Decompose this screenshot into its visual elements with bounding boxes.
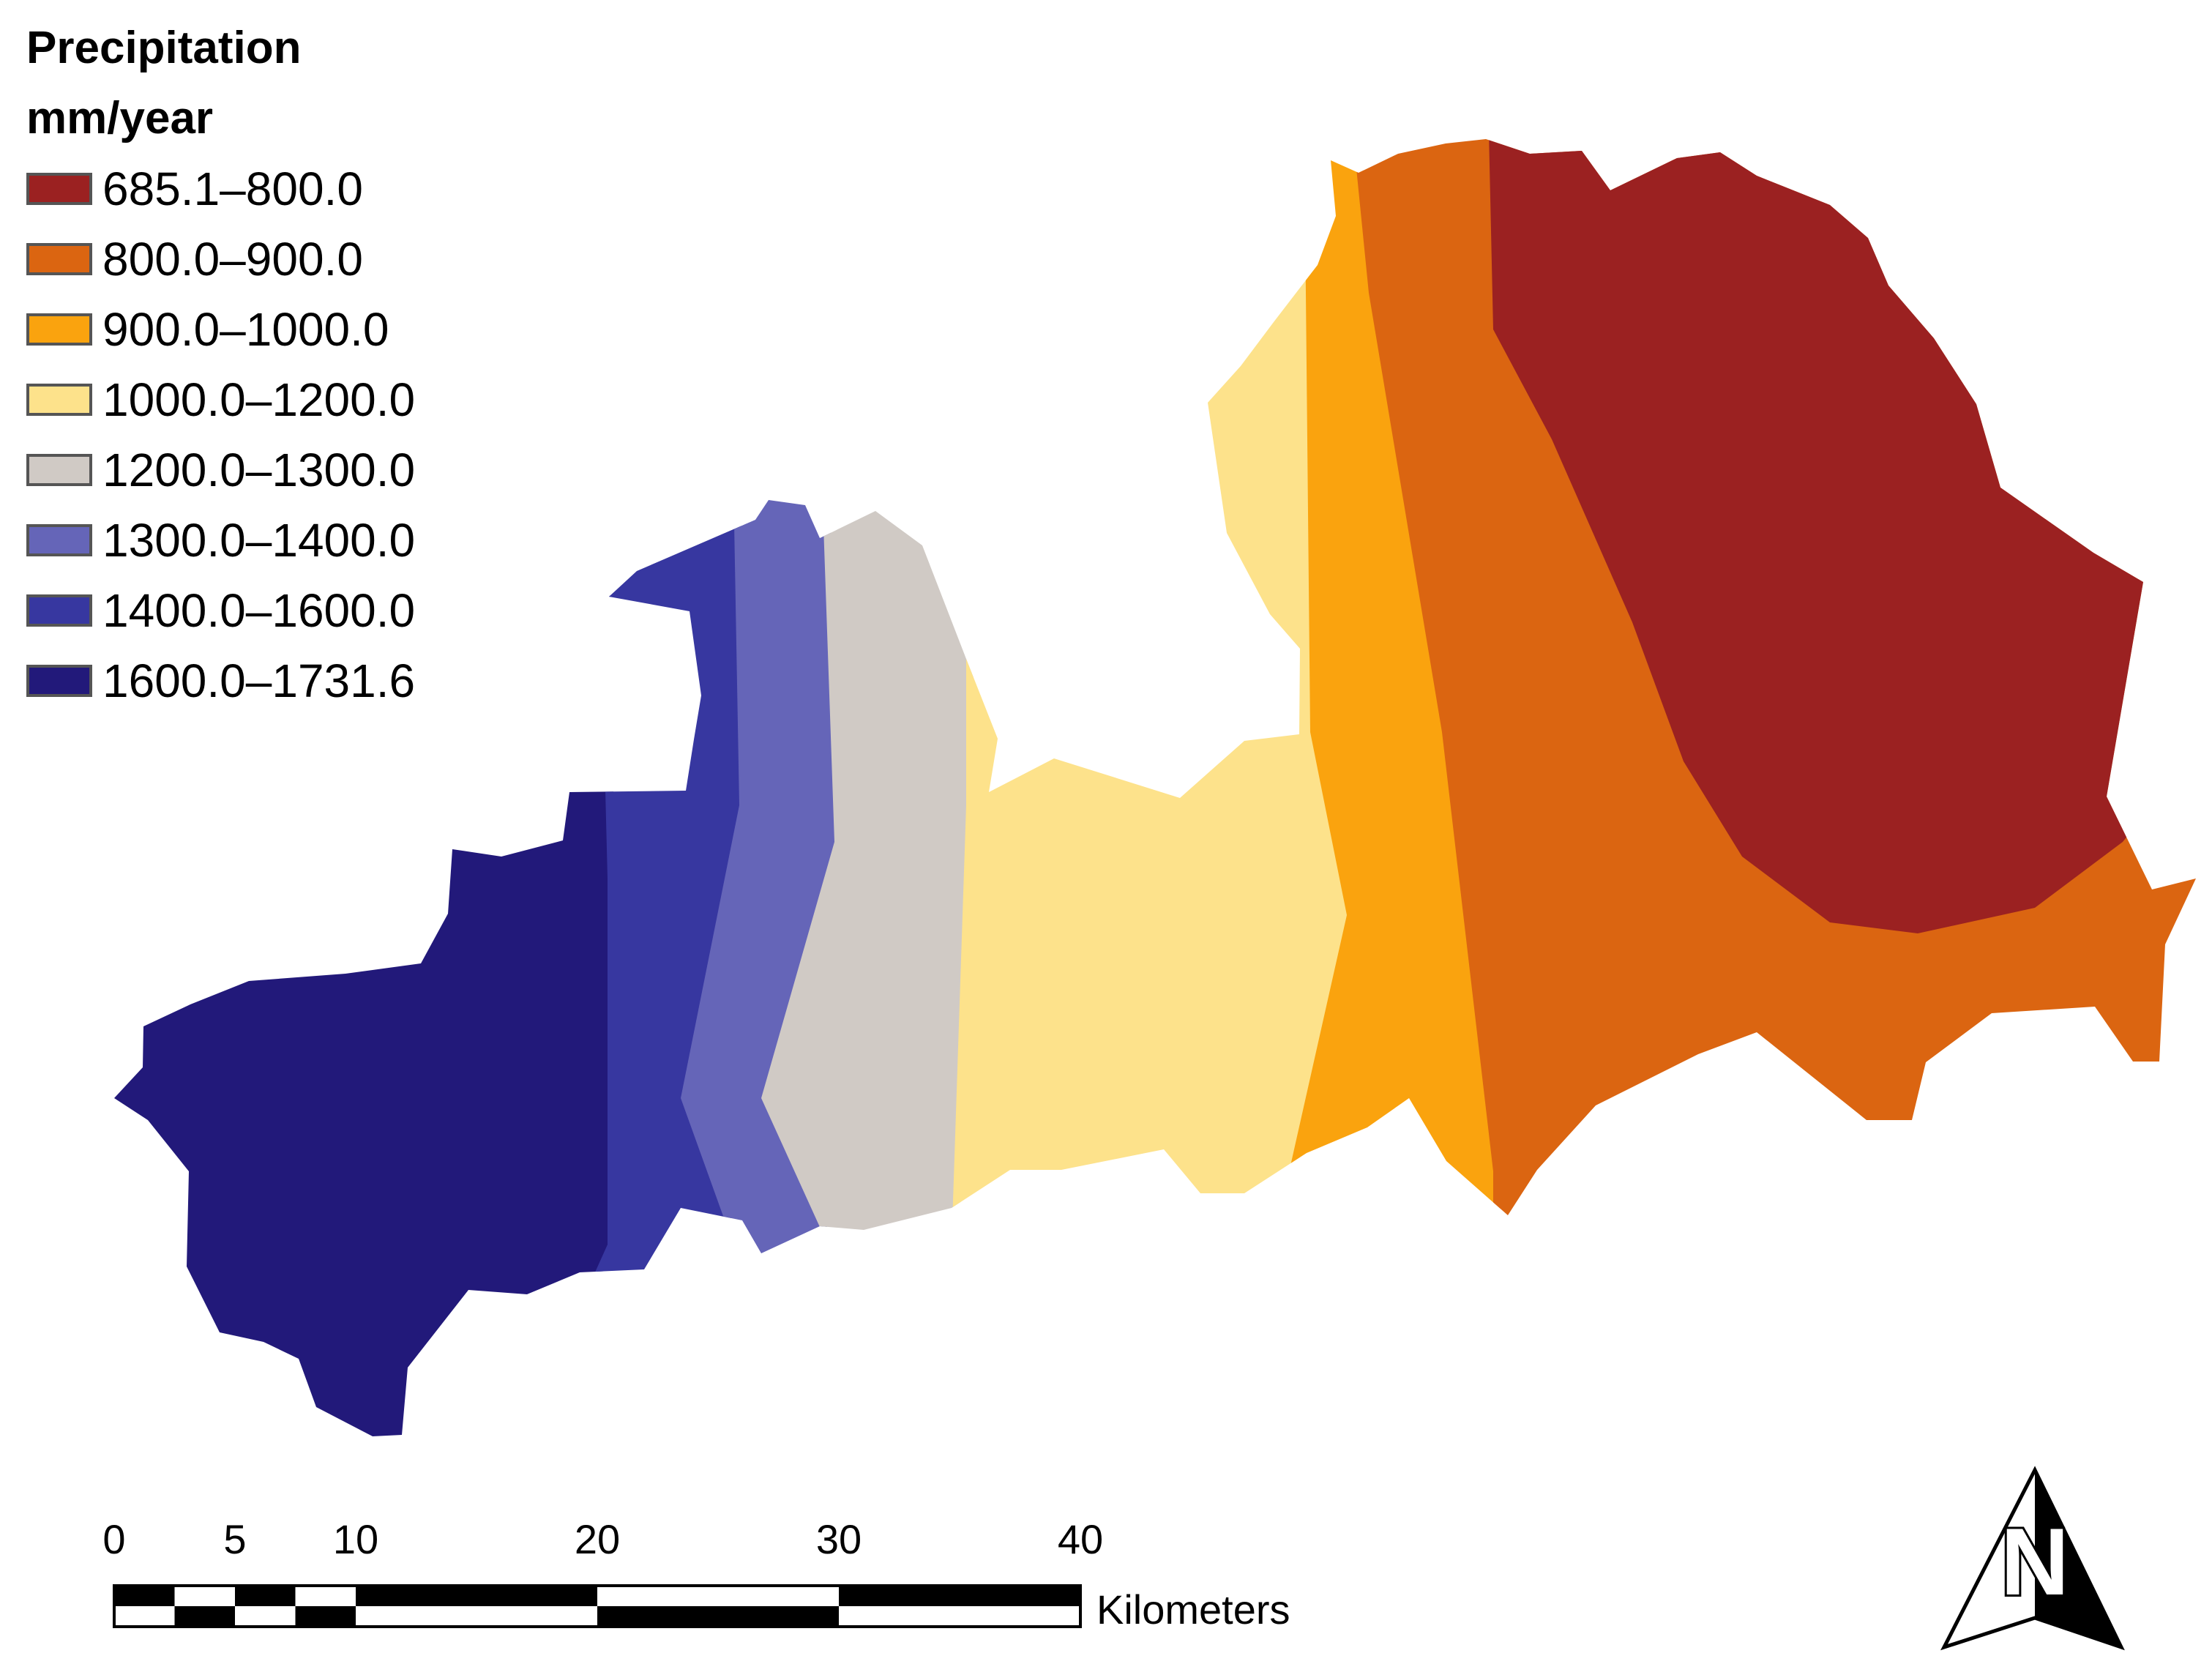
legend-label: 1400.0–1600.0 (102, 584, 416, 637)
map-legend: Precipitation mm/year 685.1–800.0 800.0–9… (26, 13, 415, 716)
legend-item: 1600.0–1731.6 (26, 646, 415, 716)
legend-title: Precipitation (26, 23, 302, 73)
north-letter: N (2000, 1508, 2069, 1615)
legend-unit: mm/year (26, 93, 214, 143)
legend-item: 800.0–900.0 (26, 224, 415, 294)
legend-item: 900.0–1000.0 (26, 294, 415, 365)
north-arrow-icon: N (1940, 1466, 2125, 1651)
scale-bar-segment (235, 1586, 296, 1606)
legend-swatch (26, 665, 92, 697)
legend-item: 1000.0–1200.0 (26, 365, 415, 435)
scale-bar-segment (839, 1586, 1080, 1606)
legend-label: 800.0–900.0 (102, 233, 363, 286)
legend-swatch (26, 384, 92, 416)
legend-swatch (26, 524, 92, 556)
legend-swatch (26, 243, 92, 275)
scale-tick-label: 20 (574, 1516, 621, 1562)
scale-bar-segment (295, 1606, 356, 1627)
scale-unit-label: Kilometers (1096, 1586, 1290, 1633)
legend-label: 1000.0–1200.0 (102, 373, 416, 426)
legend-item: 1400.0–1600.0 (26, 575, 415, 646)
scale-bar-segment (356, 1586, 597, 1606)
legend-swatch (26, 594, 92, 627)
scale-bar-graphic (113, 1584, 1082, 1628)
legend-item: 1300.0–1400.0 (26, 505, 415, 575)
scale-tick-label: 30 (815, 1516, 862, 1562)
scale-bar-segment (114, 1586, 175, 1606)
scale-bar-segment (174, 1606, 235, 1627)
legend-item: 1200.0–1300.0 (26, 435, 415, 505)
legend-swatch (26, 173, 92, 205)
legend-label: 1600.0–1731.6 (102, 654, 416, 707)
legend-label: 900.0–1000.0 (102, 303, 389, 356)
legend-label: 1200.0–1300.0 (102, 444, 416, 496)
legend-swatch (26, 313, 92, 346)
legend-label: 685.1–800.0 (102, 163, 363, 215)
scale-tick-label: 5 (223, 1516, 247, 1562)
scale-bar-segment (597, 1606, 839, 1627)
scale-tick-label: 0 (102, 1516, 126, 1562)
legend-label: 1300.0–1400.0 (102, 514, 416, 567)
legend-swatch (26, 454, 92, 486)
scale-tick-label: 10 (332, 1516, 379, 1562)
legend-item: 685.1–800.0 (26, 154, 415, 224)
scale-tick-label: 40 (1057, 1516, 1104, 1562)
